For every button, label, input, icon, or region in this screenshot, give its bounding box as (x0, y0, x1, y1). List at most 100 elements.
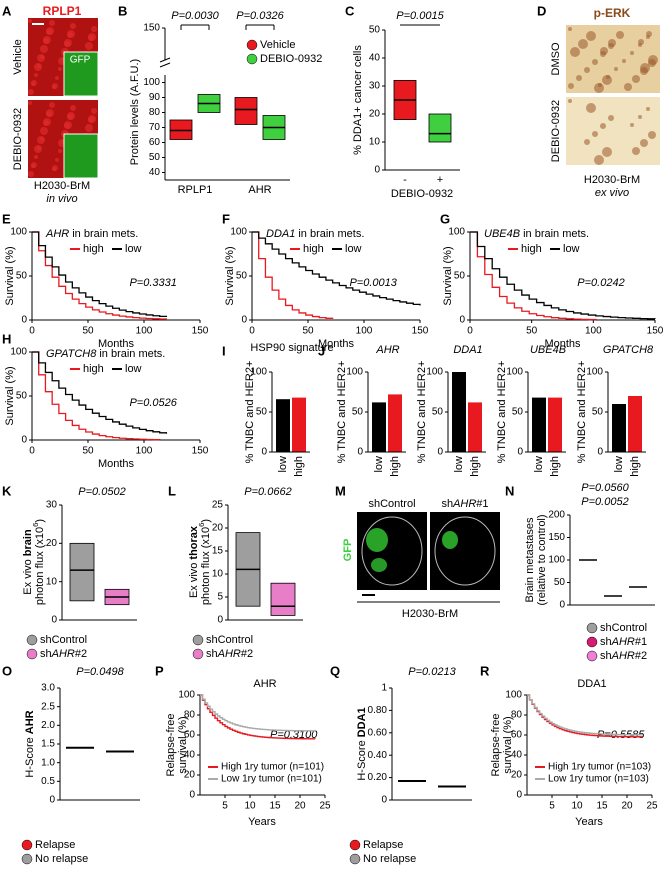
y-tick-label: 100 (10, 347, 27, 358)
box (270, 582, 296, 616)
text-part: sh (206, 648, 218, 660)
y-tick-label: 25 (212, 500, 224, 511)
inset (63, 133, 99, 179)
survival-curve (32, 231, 168, 320)
texture (586, 103, 596, 113)
texture (40, 45, 48, 53)
panel-letter: O (2, 663, 12, 678)
p-value: P=0.0030 (171, 10, 219, 22)
texture (46, 27, 54, 35)
y-tick-label: 0 (217, 615, 223, 626)
legend-label: high (83, 243, 104, 255)
panel-letter: P (155, 663, 164, 678)
y-tick-label: 0.40 (368, 750, 388, 761)
y-label: Protein levels (A.F.U.) (129, 59, 141, 165)
y-label: survival (%) (177, 716, 189, 773)
x-label: Months (318, 338, 355, 350)
y-tick-label: 50 (256, 407, 268, 418)
micrograph (566, 97, 660, 165)
y-label: Brain metastases (524, 517, 536, 602)
y-label: % DDA1+ cancer cells (352, 45, 364, 155)
panel-letter: R (480, 663, 490, 678)
legend-label: shAHR#2 (206, 648, 253, 660)
x-tick-label: 5 (549, 801, 555, 812)
texture (586, 31, 596, 41)
bar (276, 399, 290, 452)
texture (578, 39, 588, 49)
legend-marker (586, 636, 598, 648)
texture (67, 30, 75, 38)
x-tick-label: 150 (192, 326, 209, 337)
y-tick-label: 50 (16, 391, 28, 402)
legend-label: DEBIO-0932 (260, 53, 322, 65)
texture (58, 149, 62, 153)
texture (52, 83, 58, 89)
y-tick-label: 50 (16, 271, 28, 282)
texture (85, 124, 93, 132)
x-tick-label: 20 (294, 801, 306, 812)
axis-break (159, 57, 171, 63)
x-tick-label: 100 (136, 326, 153, 337)
y-tick-label: 0 (49, 795, 55, 806)
y-label: Survival (%) (224, 246, 236, 305)
y-tick-label: 0 (21, 435, 27, 446)
text-part: Ex vivo (188, 563, 200, 598)
text-part: GPATCH8 (46, 348, 97, 360)
y-tick-label: 0 (241, 315, 247, 326)
panel-title: RPLP1 (43, 4, 82, 18)
legend-label: Relapse (35, 839, 75, 851)
legend-label: shAHR#1 (600, 636, 647, 648)
text-part: in brain mets. (298, 228, 364, 240)
text-part: H-Score (356, 740, 368, 780)
x-tick-label: 100 (585, 326, 602, 337)
x-tick-label: 25 (319, 801, 331, 812)
y-tick-label: 100 (448, 227, 465, 238)
legend-marker (26, 648, 38, 660)
legend-label: Relapse (363, 839, 403, 851)
label: H2030-BrM (34, 180, 90, 192)
y-tick-label: 0 (21, 315, 27, 326)
texture (91, 108, 97, 114)
texture (606, 75, 610, 79)
text-part: AHR (217, 648, 241, 660)
text-part: sh (600, 650, 612, 662)
y-tick-label: 0 (189, 790, 195, 801)
bar (372, 402, 386, 452)
text-part: AHR (51, 648, 75, 660)
y-tick-label: 100 (10, 227, 27, 238)
label: ex vivo (595, 187, 629, 199)
bar (548, 397, 562, 452)
texture (34, 155, 38, 159)
texture (28, 19, 32, 23)
texture (67, 112, 75, 120)
legend-label: shAHR#2 (600, 650, 647, 662)
x-tick-label: 10 (571, 801, 583, 812)
y-tick-label: 2.0 (41, 720, 55, 731)
plot-title: AHR (253, 678, 276, 690)
x-label: Years (575, 816, 603, 828)
texture (568, 99, 572, 103)
row-label: DEBIO-0932 (12, 108, 24, 170)
y-tick-label: 50 (236, 271, 248, 282)
y-tick-label: 100 (586, 367, 603, 378)
survival-curve (32, 231, 168, 318)
survival-curve (200, 694, 316, 732)
y-tick-label: 80 (511, 710, 523, 721)
panel-letter: M (335, 483, 346, 498)
y-tick-label: 50 (454, 271, 466, 282)
texture (52, 165, 58, 171)
x-tick-label: 50 (302, 326, 314, 337)
y-tick-label: 5 (217, 592, 223, 603)
y-tick-label: 10 (212, 569, 224, 580)
panel-letter: D (537, 3, 546, 18)
y-tick-label: 100 (230, 227, 247, 238)
texture (576, 75, 582, 81)
texture (584, 139, 590, 145)
panel-letter: Q (330, 663, 340, 678)
bar (388, 394, 402, 452)
texture (40, 127, 48, 135)
legend-label: low (563, 243, 580, 255)
legend-label: High 1ry tumor (n=103) (548, 762, 651, 773)
panel-letter: G (440, 211, 450, 226)
x-tick-label: 100 (136, 446, 153, 457)
